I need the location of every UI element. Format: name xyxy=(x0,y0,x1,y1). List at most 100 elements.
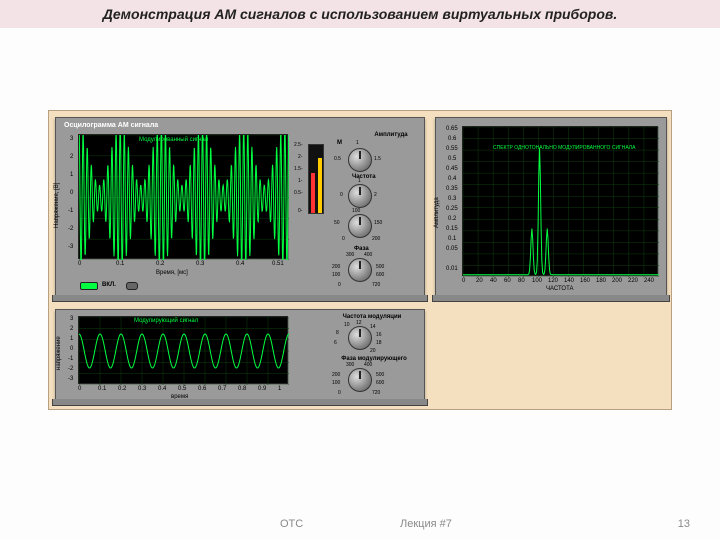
xtick: 0.1 xyxy=(98,386,106,392)
knob-tick: 100 xyxy=(352,208,360,214)
knob-tick: 2 xyxy=(374,192,377,198)
vbar-tick: 0- xyxy=(298,208,302,214)
knob-tick: 16 xyxy=(376,332,382,338)
freq-knob-2[interactable] xyxy=(348,214,372,238)
amp-label: Амплитуда xyxy=(366,132,416,138)
vbar-tick: 2- xyxy=(298,154,302,160)
ytick: 0.01 xyxy=(446,266,458,272)
xtick: 60 xyxy=(504,278,511,284)
knob-tick: 500 xyxy=(376,264,384,270)
ytick: 0 xyxy=(70,190,73,196)
knob-tick: 300 xyxy=(346,362,354,368)
knob-tick: 400 xyxy=(364,362,372,368)
knob-tick: 18 xyxy=(376,340,382,346)
ytick: 0.6 xyxy=(448,136,456,142)
ytick: 0.4 xyxy=(448,176,456,182)
xtick: 0.3 xyxy=(196,261,204,267)
xtick: 200 xyxy=(612,278,622,284)
workspace: Осцилограмма АМ сигнала Модулированный с… xyxy=(48,110,672,410)
osc-mod-trace-title: Модулирующий сигнал xyxy=(134,318,198,324)
vbar-tick: 2.5- xyxy=(294,142,303,148)
knob-tick: 1 xyxy=(356,140,359,146)
xtick: 0.2 xyxy=(156,261,164,267)
osc-panel-title: Осцилограмма АМ сигнала xyxy=(64,122,158,129)
knob-tick: 720 xyxy=(372,390,380,396)
footer-page: 13 xyxy=(678,518,690,530)
xtick: 100 xyxy=(532,278,542,284)
footer-center: Лекция #7 xyxy=(400,518,452,530)
ytick: 0.2 xyxy=(448,216,456,222)
knob-tick: 720 xyxy=(372,282,380,288)
knob-tick: 200 xyxy=(332,372,340,378)
knob-tick: 0 xyxy=(338,282,341,288)
m-label: М xyxy=(337,140,342,146)
xtick: 0.4 xyxy=(158,386,166,392)
knob-tick: 300 xyxy=(346,252,354,258)
ytick: -1 xyxy=(68,208,73,214)
xtick: 80 xyxy=(518,278,525,284)
modfreq-knob[interactable] xyxy=(348,326,372,350)
ytick: 0.5 xyxy=(448,156,456,162)
vbar-tick: 1.5- xyxy=(294,166,303,172)
ytick: 1 xyxy=(70,336,73,342)
xtick: 1 xyxy=(278,386,281,392)
xtick: 0.8 xyxy=(238,386,246,392)
knob-tick: 1.5 xyxy=(374,156,381,162)
xtick: 0.51 xyxy=(272,261,284,267)
knob-tick: 100 xyxy=(332,380,340,386)
osc-main-xlabel: Время, [мс] xyxy=(156,270,188,276)
xtick: 0 xyxy=(462,278,465,284)
modphase-knob[interactable] xyxy=(348,368,372,392)
xtick: 20 xyxy=(476,278,483,284)
ytick: 1 xyxy=(70,172,73,178)
vbar-tick: 1- xyxy=(298,178,302,184)
spectrum-trace-title: СПЕКТР ОДНОТОНАЛЬНО МОДУЛИРОВАННОГО СИГН… xyxy=(493,145,635,151)
xtick: 0.6 xyxy=(198,386,206,392)
freq-knob-1[interactable] xyxy=(348,184,372,208)
ytick: 0.3 xyxy=(448,196,456,202)
knob-tick: 10 xyxy=(344,322,350,328)
ytick: -2 xyxy=(68,366,73,372)
xtick: 0.7 xyxy=(218,386,226,392)
spectrum-xlabel: ЧАСТОТА xyxy=(546,286,574,292)
instrument-oscilloscope: Осцилограмма АМ сигнала Модулированный с… xyxy=(55,117,425,297)
xtick: 0.4 xyxy=(236,261,244,267)
spectrum-screen: СПЕКТР ОДНОТОНАЛЬНО МОДУЛИРОВАННОГО СИГН… xyxy=(462,126,658,276)
knob-tick: 20 xyxy=(370,348,376,354)
knob-tick: 500 xyxy=(376,372,384,378)
m-knob[interactable] xyxy=(348,148,372,172)
vbar-tick: 0.5- xyxy=(294,190,303,196)
knob-tick: 8 xyxy=(336,330,339,336)
ytick: -1 xyxy=(68,356,73,362)
power-toggle[interactable] xyxy=(126,282,138,290)
modfreq-label: Частота модуляции xyxy=(332,314,412,320)
osc-main-screen: Модулированный сигнал xyxy=(78,134,288,259)
knob-tick: 100 xyxy=(332,272,340,278)
modphase-label: Фаза модулирующего xyxy=(324,356,424,362)
knob-tick: 6 xyxy=(334,340,337,346)
xtick: 0.5 xyxy=(178,386,186,392)
knob-tick: 12 xyxy=(356,320,362,326)
knob-tick: 0.5 xyxy=(334,156,341,162)
knob-tick: 200 xyxy=(332,264,340,270)
xtick: 220 xyxy=(628,278,638,284)
osc-mod-xlabel: время xyxy=(171,394,188,400)
knob-tick: 0 xyxy=(340,192,343,198)
knob-tick: 200 xyxy=(372,236,380,242)
knob-tick: 0 xyxy=(342,236,345,242)
ytick: 0 xyxy=(70,346,73,352)
xtick: 120 xyxy=(548,278,558,284)
knob-tick: 600 xyxy=(376,380,384,386)
ytick: 0.55 xyxy=(446,146,458,152)
instrument-modulator: Модулирующий сигнал 3 2 1 0 -1 -2 -3 0 0… xyxy=(55,309,425,401)
xtick: 40 xyxy=(490,278,497,284)
ytick: 0.05 xyxy=(446,246,458,252)
phase-knob[interactable] xyxy=(348,258,372,282)
xtick: 0.9 xyxy=(258,386,266,392)
knob-tick: 600 xyxy=(376,272,384,278)
footer-left: ОТС xyxy=(280,518,303,530)
osc-mod-svg xyxy=(79,317,289,385)
ytick: -3 xyxy=(68,376,73,382)
amplitude-vbar[interactable] xyxy=(308,144,324,214)
knob-tick: 1 xyxy=(358,178,361,184)
